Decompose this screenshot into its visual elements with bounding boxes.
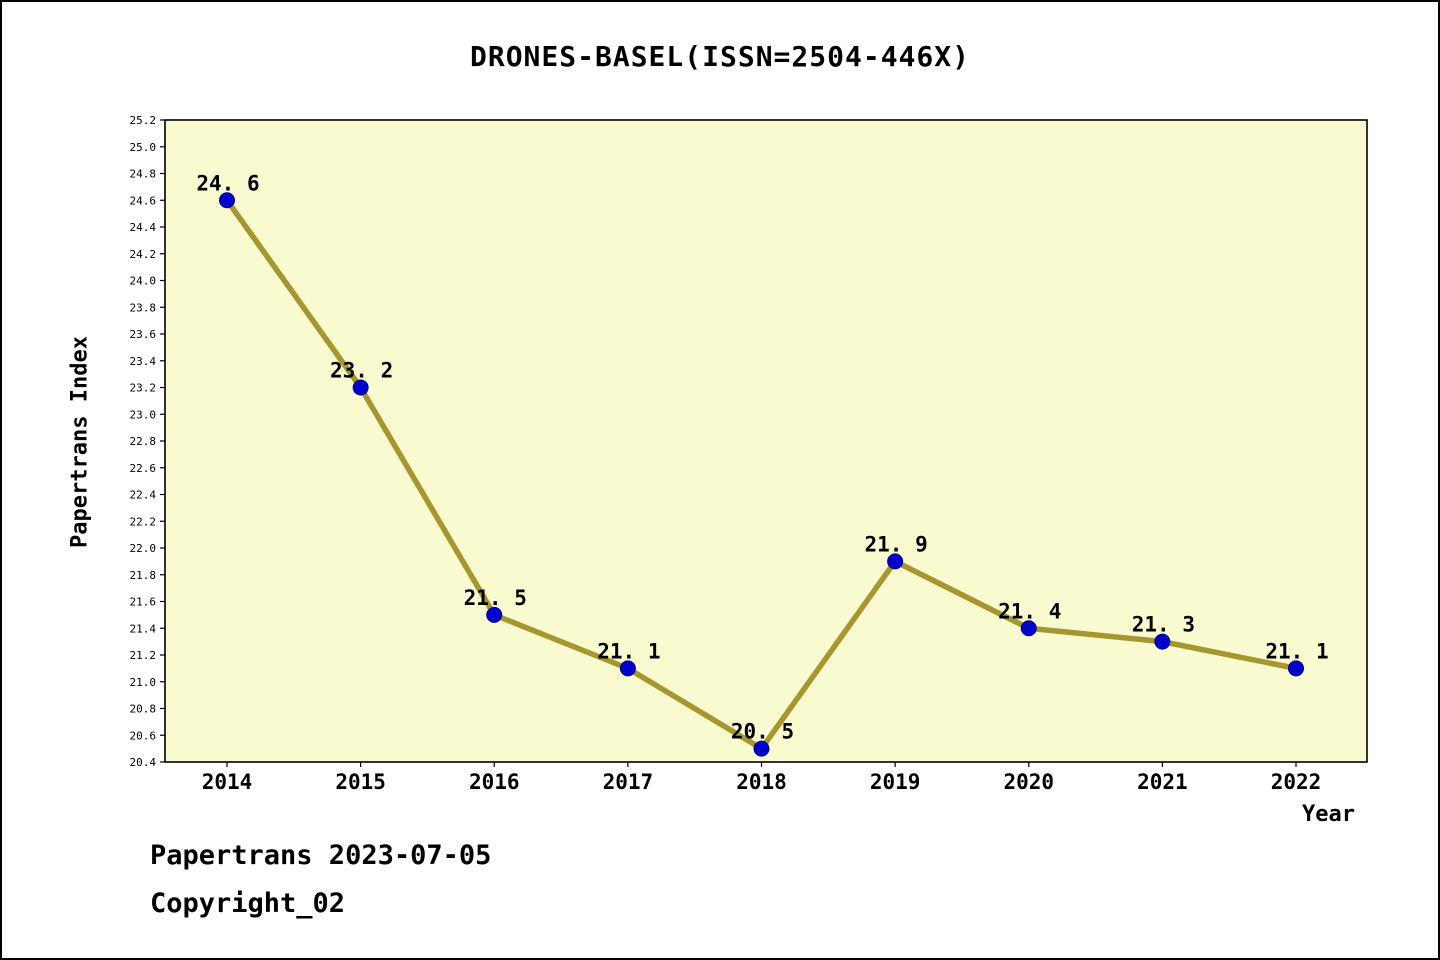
svg-text:23.8: 23.8 — [130, 301, 157, 314]
x-axis-label: Year — [1302, 802, 1355, 827]
svg-text:23.2: 23.2 — [130, 382, 157, 395]
svg-text:20.8: 20.8 — [130, 703, 157, 716]
svg-text:21. 4: 21. 4 — [998, 599, 1061, 623]
svg-text:22.8: 22.8 — [130, 435, 157, 448]
svg-text:21. 3: 21. 3 — [1132, 613, 1195, 637]
svg-text:21. 1: 21. 1 — [597, 639, 660, 663]
svg-text:2021: 2021 — [1137, 770, 1188, 794]
footer-copyright: Copyright_02 — [150, 888, 346, 919]
svg-text:22.0: 22.0 — [130, 542, 157, 555]
svg-text:20.4: 20.4 — [130, 756, 157, 769]
svg-text:2016: 2016 — [469, 770, 520, 794]
svg-text:22.6: 22.6 — [130, 462, 157, 475]
svg-text:23.4: 23.4 — [130, 355, 157, 368]
svg-text:2015: 2015 — [335, 770, 386, 794]
svg-text:23. 2: 23. 2 — [330, 359, 393, 383]
y-axis-label: Papertrans Index — [67, 336, 93, 548]
chart-title: DRONES-BASEL(ISSN=2504-446X) — [469, 40, 970, 73]
svg-text:24.2: 24.2 — [130, 248, 157, 261]
svg-text:20.6: 20.6 — [130, 729, 157, 742]
svg-text:2018: 2018 — [736, 770, 787, 794]
svg-text:24. 6: 24. 6 — [196, 171, 259, 195]
svg-text:20. 5: 20. 5 — [731, 720, 794, 744]
svg-text:21. 9: 21. 9 — [865, 532, 928, 556]
footer-date: Papertrans 2023-07-05 — [150, 840, 492, 871]
svg-text:21. 1: 21. 1 — [1265, 639, 1328, 663]
svg-text:21.2: 21.2 — [130, 649, 157, 662]
svg-text:21.0: 21.0 — [130, 676, 157, 689]
svg-text:2022: 2022 — [1271, 770, 1322, 794]
svg-text:24.6: 24.6 — [130, 194, 157, 207]
svg-text:23.0: 23.0 — [130, 408, 157, 421]
svg-text:22.4: 22.4 — [130, 489, 157, 502]
svg-text:22.2: 22.2 — [130, 515, 157, 528]
svg-text:21.4: 21.4 — [130, 622, 157, 635]
svg-text:2019: 2019 — [870, 770, 921, 794]
svg-text:21.6: 21.6 — [130, 596, 157, 609]
svg-text:25.2: 25.2 — [130, 114, 157, 127]
svg-text:24.8: 24.8 — [130, 168, 157, 181]
svg-text:24.0: 24.0 — [130, 275, 157, 288]
svg-text:2014: 2014 — [202, 770, 253, 794]
svg-text:2017: 2017 — [603, 770, 654, 794]
svg-text:25.0: 25.0 — [130, 141, 157, 154]
svg-text:23.6: 23.6 — [130, 328, 157, 341]
svg-text:2020: 2020 — [1003, 770, 1054, 794]
svg-text:24.4: 24.4 — [130, 221, 157, 234]
svg-text:21. 5: 21. 5 — [464, 586, 527, 610]
svg-text:21.8: 21.8 — [130, 569, 157, 582]
